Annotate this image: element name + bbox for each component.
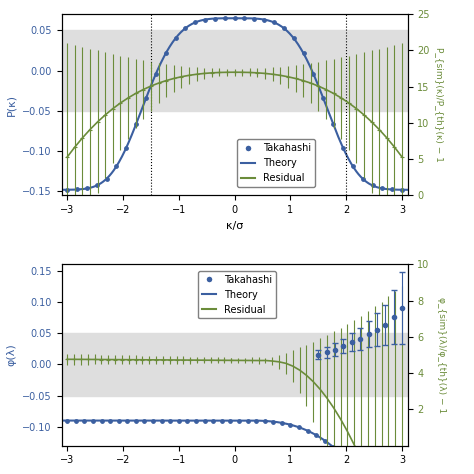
Point (64, 417, 71, 424)
Point (398, 186, 406, 193)
Point (83, 185, 91, 192)
Point (260, 16, 268, 23)
Point (251, 15, 258, 22)
Point (73, 186, 81, 193)
Point (191, 18, 199, 26)
Point (162, 50, 170, 57)
Point (329, 120, 337, 128)
Point (278, 419, 286, 427)
Point (115, 417, 122, 424)
Point (252, 417, 260, 424)
Point (312, 431, 320, 439)
Y-axis label: φ_{sim}(λ)/φ_{th}(λ) − 1: φ_{sim}(λ)/φ_{th}(λ) − 1 (438, 297, 447, 413)
Bar (62, 30, 408, 111)
Point (244, 417, 251, 424)
Point (201, 417, 209, 424)
Point (261, 417, 268, 425)
Legend: Takahashi, Theory, Residual: Takahashi, Theory, Residual (237, 139, 315, 187)
Bar (62, 333, 408, 396)
Point (270, 18, 278, 26)
Point (379, 185, 386, 192)
Bar (62, 50, 408, 91)
Point (227, 417, 234, 424)
Legend: Takahashi, Theory, Residual: Takahashi, Theory, Residual (198, 271, 276, 319)
Point (113, 163, 120, 170)
Point (141, 417, 148, 424)
Point (182, 25, 189, 32)
X-axis label: κ/σ: κ/σ (226, 221, 243, 231)
Point (93, 182, 100, 189)
Point (304, 427, 311, 435)
Point (349, 163, 356, 170)
Point (201, 16, 209, 23)
Point (295, 424, 303, 431)
Point (287, 421, 294, 428)
Point (122, 144, 130, 151)
Point (231, 14, 238, 22)
Point (280, 25, 288, 32)
Point (310, 70, 317, 78)
Point (183, 417, 191, 424)
Point (81, 417, 88, 424)
Y-axis label: φ(λ): φ(λ) (7, 344, 17, 366)
Point (319, 94, 327, 102)
Point (321, 437, 328, 445)
Point (347, 461, 355, 468)
Y-axis label: P(κ): P(κ) (7, 94, 17, 116)
Point (235, 417, 243, 424)
Point (64, 186, 71, 193)
Point (192, 417, 200, 424)
Point (124, 417, 131, 424)
Point (388, 186, 396, 193)
Point (339, 144, 347, 151)
Point (132, 120, 140, 128)
Y-axis label: P_{sim}(κ)/P_{th}(κ) − 1: P_{sim}(κ)/P_{th}(κ) − 1 (435, 47, 444, 162)
Point (210, 417, 217, 424)
Point (211, 15, 219, 22)
Point (72, 417, 80, 424)
Point (158, 417, 165, 424)
Point (241, 15, 248, 22)
Point (103, 175, 110, 182)
Point (221, 15, 228, 22)
Point (329, 443, 337, 451)
Bar (62, 349, 408, 380)
Point (356, 472, 363, 474)
Point (142, 94, 150, 102)
Point (172, 35, 179, 42)
Point (132, 417, 140, 424)
Point (359, 175, 366, 182)
Point (166, 417, 174, 424)
Point (106, 417, 114, 424)
Point (152, 70, 160, 78)
Point (218, 417, 226, 424)
Point (338, 451, 346, 459)
Point (175, 417, 182, 424)
Point (290, 35, 298, 42)
Point (369, 182, 376, 189)
Point (89, 417, 97, 424)
Point (270, 418, 277, 426)
Point (149, 417, 157, 424)
Point (98, 417, 105, 424)
Point (300, 50, 307, 57)
